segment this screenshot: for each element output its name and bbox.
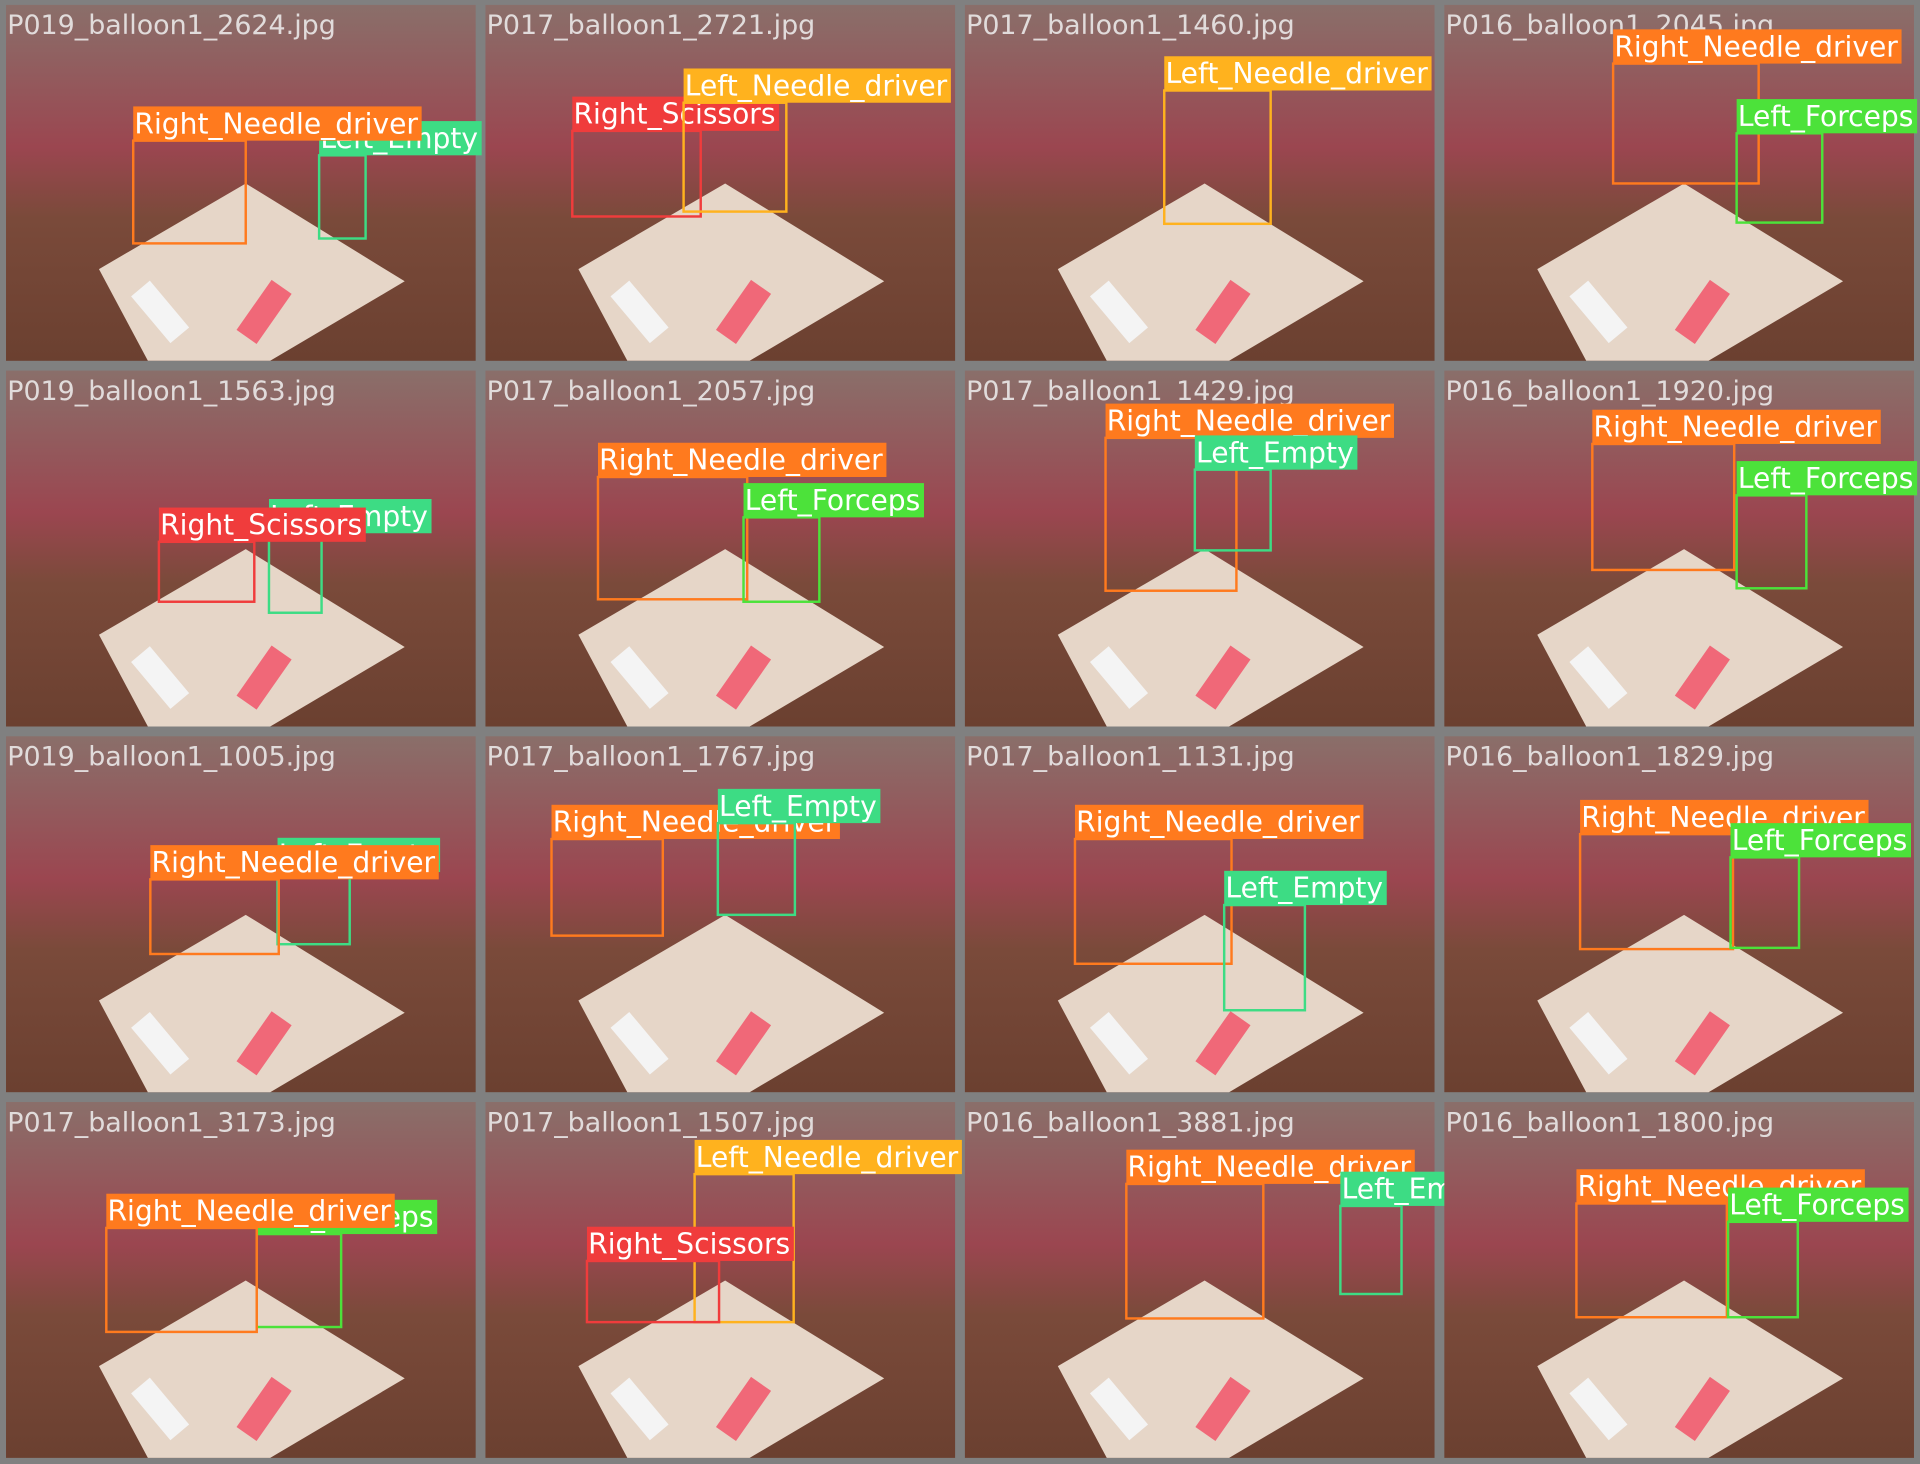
filename: P016_balloon1_1829.jpg xyxy=(1446,742,1775,773)
box-label: Right_Needle_driver xyxy=(1614,30,1898,63)
filename: P016_balloon1_1800.jpg xyxy=(1446,1107,1775,1138)
balloon-strip xyxy=(715,279,772,344)
label-background xyxy=(597,442,887,477)
balloon-strip xyxy=(610,646,669,709)
balloon-strip xyxy=(610,1377,669,1441)
label-background xyxy=(1194,435,1358,470)
filename: P016_balloon1_1920.jpg xyxy=(1446,376,1775,407)
box-label: Left_Empty xyxy=(1225,872,1383,905)
balloon-strip xyxy=(715,1376,772,1442)
filename: P019_balloon1_2624.jpg xyxy=(7,10,336,41)
balloon-strip xyxy=(1569,1011,1628,1075)
balloon-strip xyxy=(1089,1011,1149,1075)
balloon-strip xyxy=(1195,1011,1251,1076)
balloon-strip xyxy=(131,280,190,344)
balloon-strip xyxy=(1569,280,1628,344)
label-background xyxy=(1736,461,1918,496)
box-label: Left_Forceps xyxy=(1729,1188,1905,1221)
label-background xyxy=(158,507,366,542)
label-background xyxy=(717,788,881,824)
box-label: Left_Forceps xyxy=(1732,824,1908,857)
label-background xyxy=(1736,99,1918,134)
filename: P016_balloon1_3881.jpg xyxy=(966,1107,1295,1138)
label-background xyxy=(743,483,924,518)
box-label: Left_Forceps xyxy=(1738,462,1914,495)
filename: P017_balloon1_2057.jpg xyxy=(487,376,816,407)
box-label: Left_Forceps xyxy=(1738,100,1914,133)
label-background xyxy=(683,68,951,103)
balloon-strip xyxy=(131,1377,190,1441)
balloon-strip xyxy=(131,1011,190,1075)
label-background xyxy=(1074,804,1364,840)
box-label: Left_Needle_driver xyxy=(685,69,948,102)
balloon-strip xyxy=(1195,279,1251,344)
balloon-strip xyxy=(1674,645,1730,710)
label-background xyxy=(1224,870,1387,906)
balloon-strip xyxy=(131,646,190,709)
balloon-strip xyxy=(236,645,292,710)
label-background xyxy=(1730,823,1911,858)
filename: P017_balloon1_1429.jpg xyxy=(966,376,1295,407)
box-label: Left_Forceps xyxy=(745,484,921,517)
label-background xyxy=(694,1139,962,1175)
balloon-strip xyxy=(610,280,669,344)
box-label: Left_Empty xyxy=(719,790,877,823)
box-label: Right_Needle_driver xyxy=(152,846,436,879)
label-background xyxy=(106,1193,395,1228)
box-label: Right_Needle_driver xyxy=(108,1195,392,1228)
label-background xyxy=(150,845,439,880)
balloon-strip xyxy=(236,279,292,344)
filename: P017_balloon1_2721.jpg xyxy=(487,10,816,41)
balloon-strip xyxy=(1195,1376,1251,1442)
label-background xyxy=(1728,1187,1909,1222)
box-label: Right_Needle_driver xyxy=(1107,405,1391,438)
balloon-strip xyxy=(1089,280,1149,344)
balloon-strip xyxy=(715,645,772,710)
balloon-strip xyxy=(1674,279,1730,344)
box-label: Right_Scissors xyxy=(160,508,362,541)
balloon-strip xyxy=(715,1011,772,1076)
box-label: Left_Empty xyxy=(1196,436,1354,469)
balloon-strip xyxy=(610,1011,669,1075)
balloon-strip xyxy=(1569,1377,1628,1441)
balloon-strip xyxy=(1674,1376,1730,1442)
balloon-strip xyxy=(1089,646,1149,709)
balloon-strip xyxy=(236,1011,292,1076)
filename: P017_balloon1_1460.jpg xyxy=(966,10,1295,41)
box-label: Right_Needle_driver xyxy=(1076,806,1360,839)
filename: P017_balloon1_1767.jpg xyxy=(487,742,816,773)
label-background xyxy=(1164,56,1432,91)
box-label: Right_Needle_driver xyxy=(599,444,883,477)
box-label: Left_Needle_driver xyxy=(1165,57,1428,90)
filename: P017_balloon1_1507.jpg xyxy=(487,1107,816,1138)
box-label: Left_Needle_driver xyxy=(696,1141,959,1174)
filename: P019_balloon1_1563.jpg xyxy=(7,376,336,407)
filename: P019_balloon1_1005.jpg xyxy=(7,742,336,773)
label-background xyxy=(133,106,422,141)
box-label: Right_Needle_driver xyxy=(1594,411,1878,444)
balloon-strip xyxy=(1089,1377,1149,1441)
balloon-strip xyxy=(236,1376,292,1442)
box-label: Right_Needle_driver xyxy=(134,107,418,140)
label-background xyxy=(586,1226,794,1261)
box-label: Right_Scissors xyxy=(588,1228,790,1261)
balloon-strip xyxy=(1674,1011,1730,1076)
balloon-strip xyxy=(1195,645,1251,710)
balloon-strip xyxy=(1569,646,1628,709)
label-background xyxy=(1592,409,1881,444)
label-background xyxy=(1105,403,1394,438)
label-background xyxy=(1613,29,1902,64)
filename: P017_balloon1_3173.jpg xyxy=(7,1107,336,1138)
filename: P017_balloon1_1131.jpg xyxy=(966,742,1295,773)
